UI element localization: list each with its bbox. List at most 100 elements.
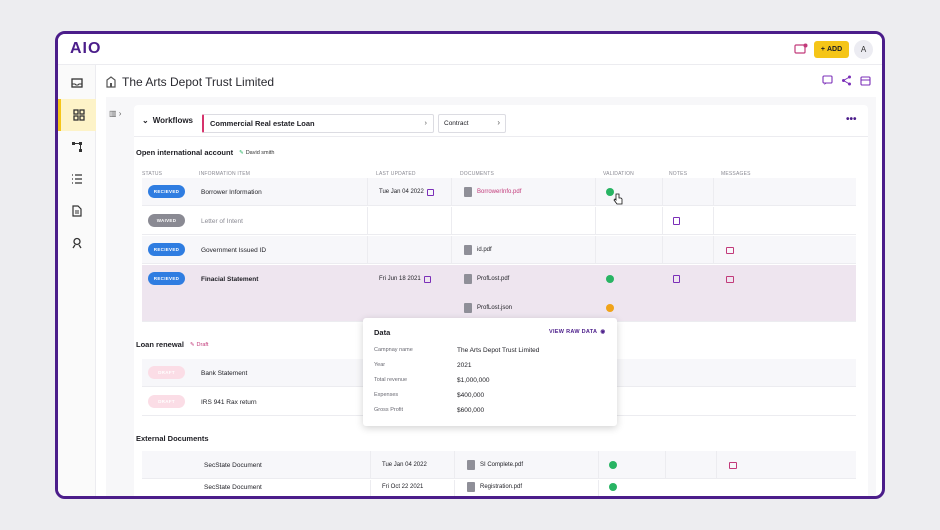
- workflow-select-value: Commercial Real estate Loan: [210, 119, 315, 128]
- table-row[interactable]: WAIVED Letter of Intent: [142, 207, 856, 235]
- validation-cell: [609, 473, 617, 496]
- note-icon[interactable]: [673, 217, 680, 225]
- file-icon: [467, 482, 475, 492]
- popover-field: Gross Profit $600,000: [374, 407, 484, 414]
- messages-cell: [726, 236, 734, 264]
- validation-cell: [606, 178, 614, 206]
- message-icon[interactable]: [726, 246, 734, 254]
- share-icon[interactable]: [841, 75, 852, 86]
- tag-icon: ✎: [239, 149, 244, 156]
- message-icon[interactable]: [726, 275, 734, 283]
- dashboard-icon: [72, 109, 85, 121]
- last-updated-text: Fri Jun 18 2021: [379, 276, 421, 282]
- field-label: Gross Profit: [374, 407, 404, 413]
- information-item: Bank Statement: [201, 369, 248, 377]
- app-window: AIO + ADD A The Art: [55, 31, 885, 499]
- sidebar-item-dashboard[interactable]: [58, 99, 96, 131]
- document-link[interactable]: BorrowerInfo.pdf: [464, 178, 521, 206]
- last-updated-text: Tue Jan 04 2022: [379, 189, 424, 195]
- document-link[interactable]: SI Complete.pdf: [467, 451, 523, 479]
- last-updated: Tue Jan 04 2022: [379, 178, 434, 206]
- main-content: ▥ › ⌄ Workflows Commercial Real estate L…: [106, 97, 876, 496]
- document-name: Registration.pdf: [480, 484, 523, 490]
- calendar-icon[interactable]: [423, 275, 431, 283]
- information-item: Letter of Intent: [201, 217, 243, 225]
- check-icon[interactable]: [606, 275, 614, 283]
- chevron-down-icon: ⌄: [142, 116, 149, 125]
- table-row[interactable]: RECIEVED Government Issued ID id.pdf: [142, 236, 856, 264]
- chevron-right-icon: ›: [497, 118, 500, 127]
- sidebar-item-documents[interactable]: [58, 195, 96, 227]
- document-name: id.pdf: [477, 247, 492, 253]
- message-icon[interactable]: [729, 461, 737, 469]
- assignee-tag: ✎ David smith: [239, 150, 274, 156]
- app-logo: AIO: [70, 40, 102, 57]
- top-bar: AIO + ADD A: [58, 34, 882, 65]
- document-name: SI Complete.pdf: [480, 462, 524, 468]
- information-item: IRS 941 Rax return: [201, 398, 257, 406]
- column-header: VALIDATION: [603, 171, 634, 177]
- draft-tag: ✎ Draft: [190, 342, 209, 348]
- status-badge: DRAFT: [148, 395, 185, 408]
- comment-icon[interactable]: [822, 75, 833, 86]
- field-value: $400,000: [457, 392, 485, 399]
- note-icon[interactable]: [673, 275, 680, 283]
- sidebar-item-inbox[interactable]: [58, 67, 96, 99]
- check-icon[interactable]: [609, 461, 617, 469]
- section-title: Loan renewal ✎ Draft: [136, 340, 208, 349]
- chevron-right-icon: ›: [424, 118, 428, 127]
- section-title: External Documents: [136, 434, 209, 443]
- view-raw-data-label: VIEW RAW DATA: [549, 329, 598, 335]
- more-options-icon[interactable]: •••: [846, 114, 857, 125]
- workflow-panel: ⌄ Workflows Commercial Real estate Loan …: [134, 105, 868, 496]
- contract-select-value: Contract: [444, 120, 469, 127]
- table-row[interactable]: SecState Document Fri Oct 22 2021 Regist…: [142, 480, 856, 496]
- document-link[interactable]: id.pdf: [464, 236, 492, 264]
- section-title-text: Loan renewal: [136, 340, 184, 349]
- table-row[interactable]: SecState Document Tue Jan 04 2022 SI Com…: [142, 451, 856, 479]
- avatar[interactable]: A: [854, 40, 873, 59]
- eye-icon: ◉: [600, 329, 606, 335]
- workflows-label: Workflows: [152, 116, 194, 125]
- column-header: LAST UPDATED: [376, 171, 416, 177]
- table-row[interactable]: RECIEVED Borrower Information Tue Jan 04…: [142, 178, 856, 206]
- page-title: The Arts Depot Trust Limited: [122, 75, 275, 89]
- user-badge-icon: [72, 237, 82, 249]
- document-link[interactable]: ProfLost.pdf: [464, 265, 509, 293]
- workflow-select[interactable]: Commercial Real estate Loan ›: [202, 114, 434, 133]
- page-header: The Arts Depot Trust Limited: [106, 73, 274, 91]
- check-icon[interactable]: [609, 483, 617, 491]
- sidebar-item-list[interactable]: [58, 163, 96, 195]
- information-item: Finacial Statement: [201, 275, 259, 283]
- last-updated: Tue Jan 04 2022: [382, 462, 427, 468]
- column-header: DOCUMENTS: [460, 171, 495, 177]
- view-raw-data-link[interactable]: VIEW RAW DATA ◉: [549, 329, 605, 335]
- status-badge: RECIEVED: [148, 272, 185, 285]
- building-icon: [106, 76, 116, 88]
- contract-select[interactable]: Contract ›: [438, 114, 506, 133]
- notes-cell: [673, 265, 680, 293]
- sidebar-item-workflow[interactable]: [58, 131, 96, 163]
- panel-toggle-icon[interactable]: ▥ ›: [109, 109, 122, 118]
- file-icon: [464, 274, 472, 284]
- add-button[interactable]: + ADD: [814, 41, 849, 58]
- popover-field: Total revenue $1,000,000: [374, 377, 490, 384]
- warning-icon[interactable]: [606, 304, 614, 312]
- document-link[interactable]: ProfLost.json: [464, 294, 512, 322]
- chat-notification-icon[interactable]: [794, 43, 808, 55]
- file-icon: [467, 460, 475, 470]
- sidebar-item-users[interactable]: [58, 227, 96, 259]
- calendar-icon[interactable]: [426, 188, 434, 196]
- sidebar: [58, 65, 96, 496]
- archive-icon[interactable]: [860, 75, 871, 86]
- tag-icon: ✎: [189, 341, 195, 348]
- status-badge: RECIEVED: [148, 185, 185, 198]
- check-icon[interactable]: [606, 188, 614, 196]
- workflows-toggle[interactable]: ⌄ Workflows: [142, 116, 193, 125]
- information-item: Borrower Information: [201, 188, 262, 196]
- file-icon: [464, 303, 472, 313]
- document-link[interactable]: Registration.pdf: [467, 473, 523, 496]
- information-item: SecState Document: [204, 483, 262, 491]
- table-row-selected[interactable]: RECIEVED Finacial Statement Fri Jun 18 2…: [142, 265, 856, 322]
- last-updated: Fri Oct 22 2021: [382, 484, 424, 490]
